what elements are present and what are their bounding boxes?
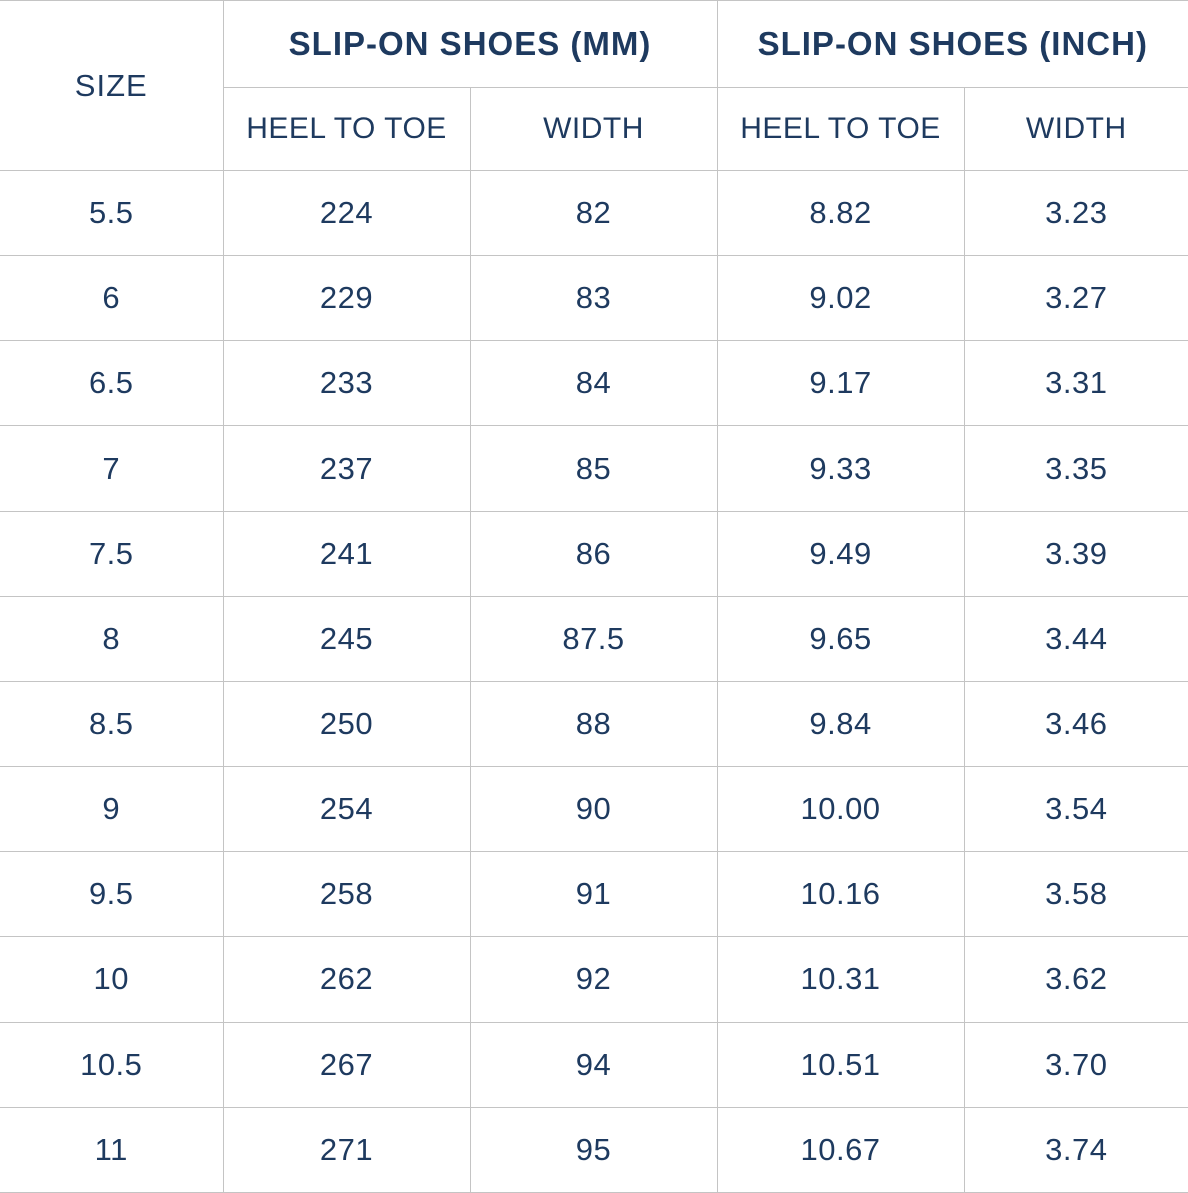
table-row: 5.5 224 82 8.82 3.23 <box>0 169 1188 257</box>
mm-heel-to-toe-cell: 241 <box>222 510 471 597</box>
size-cell: 8 <box>0 595 224 682</box>
inch-section-header: SLIP-ON SHOES (INCH) <box>716 0 1188 88</box>
mm-heel-to-toe-cell: 224 <box>222 169 471 257</box>
table-body: 5.5 224 82 8.82 3.23 6 229 83 9.02 3.27 6.5 233 84 9.… <box>0 169 1188 1193</box>
mm-width-cell: 82 <box>469 169 718 257</box>
mm-width-cell: 88 <box>469 680 718 768</box>
size-cell: 10 <box>0 936 224 1023</box>
inch-width-cell: 3.44 <box>963 595 1188 682</box>
inch-width-cell: 3.70 <box>963 1021 1188 1108</box>
table-row: 10 262 92 10.31 3.62 <box>0 936 1188 1023</box>
size-cell: 6.5 <box>0 340 224 427</box>
table-row: 11 271 95 10.67 3.74 <box>0 1106 1188 1193</box>
table-header: SIZE SLIP-ON SHOES (MM) SLIP-ON SHOES (I… <box>0 0 1188 171</box>
inch-heel-to-toe-cell: 10.00 <box>716 766 965 853</box>
size-cell: 10.5 <box>0 1021 224 1108</box>
table-row: 9 254 90 10.00 3.54 <box>0 766 1188 853</box>
mm-width-header: WIDTH <box>469 87 718 171</box>
size-cell: 7.5 <box>0 510 224 597</box>
inch-width-cell: 3.39 <box>963 510 1188 597</box>
mm-width-cell: 86 <box>469 510 718 597</box>
mm-width-cell: 95 <box>469 1106 718 1193</box>
mm-heel-to-toe-cell: 237 <box>222 425 471 512</box>
inch-width-cell: 3.31 <box>963 340 1188 427</box>
mm-heel-to-toe-header: HEEL TO TOE <box>223 87 471 171</box>
sub-header-row: HEEL TO TOE WIDTH HEEL TO TOE WIDTH <box>0 87 1188 171</box>
mm-heel-to-toe-cell: 271 <box>222 1106 471 1193</box>
inch-heel-to-toe-cell: 10.31 <box>716 936 965 1023</box>
size-cell: 7 <box>0 425 224 512</box>
size-column-header: SIZE <box>0 0 224 171</box>
inch-heel-to-toe-cell: 9.84 <box>716 680 965 768</box>
size-cell: 6 <box>0 255 224 342</box>
inch-width-cell: 3.35 <box>963 425 1188 512</box>
size-cell: 5.5 <box>0 169 224 257</box>
mm-heel-to-toe-cell: 233 <box>222 340 471 427</box>
table-row: 7 237 85 9.33 3.35 <box>0 425 1188 512</box>
mm-heel-to-toe-cell: 245 <box>222 595 471 682</box>
inch-heel-to-toe-cell: 10.67 <box>716 1106 965 1193</box>
inch-width-cell: 3.74 <box>963 1106 1188 1193</box>
inch-heel-to-toe-cell: 9.17 <box>716 340 965 427</box>
size-cell: 8.5 <box>0 680 224 768</box>
mm-heel-to-toe-cell: 258 <box>222 851 471 938</box>
table-row: 7.5 241 86 9.49 3.39 <box>0 510 1188 597</box>
group-header-row: SIZE SLIP-ON SHOES (MM) SLIP-ON SHOES (I… <box>0 0 1188 171</box>
inch-width-header: WIDTH <box>963 87 1188 171</box>
mm-width-cell: 87.5 <box>469 595 718 682</box>
size-cell: 9.5 <box>0 851 224 938</box>
mm-width-cell: 91 <box>469 851 718 938</box>
mm-section-header: SLIP-ON SHOES (MM) <box>222 0 718 88</box>
inch-width-cell: 3.27 <box>963 255 1188 342</box>
table-row: 9.5 258 91 10.16 3.58 <box>0 851 1188 938</box>
mm-heel-to-toe-cell: 254 <box>222 766 471 853</box>
table-row: 10.5 267 94 10.51 3.70 <box>0 1021 1188 1108</box>
inch-heel-to-toe-header: HEEL TO TOE <box>716 87 965 171</box>
table-row: 6.5 233 84 9.17 3.31 <box>0 340 1188 427</box>
mm-width-cell: 90 <box>469 766 718 853</box>
inch-width-cell: 3.46 <box>963 680 1188 768</box>
mm-heel-to-toe-cell: 262 <box>222 936 471 1023</box>
inch-heel-to-toe-cell: 9.49 <box>716 510 965 597</box>
inch-heel-to-toe-cell: 9.33 <box>716 425 965 512</box>
size-cell: 11 <box>0 1106 224 1193</box>
inch-heel-to-toe-cell: 9.65 <box>716 595 965 682</box>
mm-width-cell: 94 <box>469 1021 718 1108</box>
inch-heel-to-toe-cell: 10.16 <box>716 851 965 938</box>
mm-heel-to-toe-cell: 229 <box>222 255 471 342</box>
mm-heel-to-toe-cell: 267 <box>222 1021 471 1108</box>
size-cell: 9 <box>0 766 224 853</box>
inch-heel-to-toe-cell: 10.51 <box>716 1021 965 1108</box>
table-row: 8 245 87.5 9.65 3.44 <box>0 595 1188 682</box>
mm-width-cell: 85 <box>469 425 718 512</box>
inch-width-cell: 3.62 <box>963 936 1188 1023</box>
mm-width-cell: 92 <box>469 936 718 1023</box>
inch-width-cell: 3.23 <box>963 169 1188 257</box>
mm-width-cell: 83 <box>469 255 718 342</box>
table-row: 8.5 250 88 9.84 3.46 <box>0 680 1188 768</box>
mm-heel-to-toe-cell: 250 <box>222 680 471 768</box>
inch-width-cell: 3.54 <box>963 766 1188 853</box>
inch-heel-to-toe-cell: 9.02 <box>716 255 965 342</box>
table-row: 6 229 83 9.02 3.27 <box>0 255 1188 342</box>
inch-heel-to-toe-cell: 8.82 <box>716 169 965 257</box>
inch-width-cell: 3.58 <box>963 851 1188 938</box>
mm-width-cell: 84 <box>469 340 718 427</box>
